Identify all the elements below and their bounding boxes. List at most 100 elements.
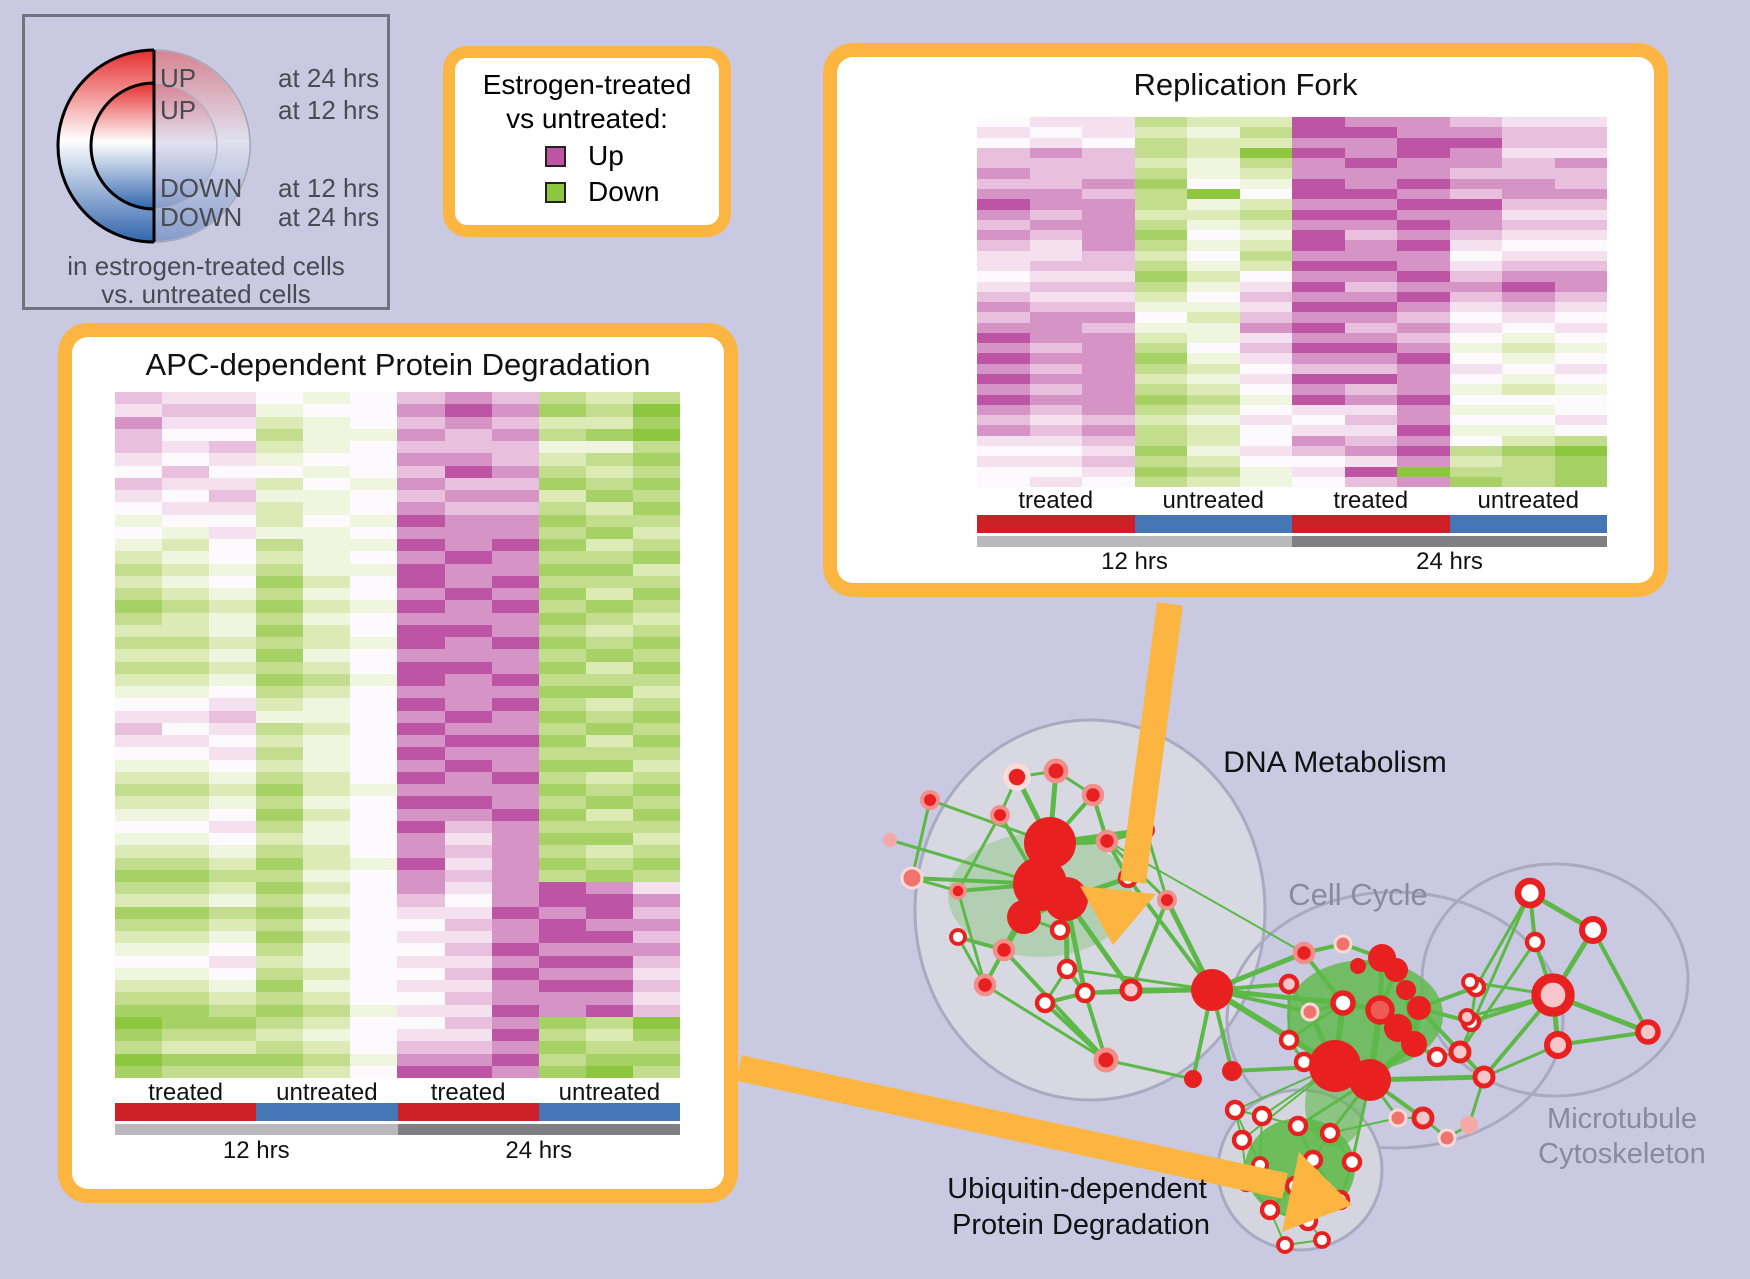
heatmap-cell [491,759,539,772]
heatmap-cell [209,502,257,515]
heatmap-cell [444,624,492,637]
heatmap-cell [1554,127,1607,138]
heatmap-cell [1397,466,1450,477]
heatmap-cell [256,1041,304,1054]
heatmap-cell [303,1053,351,1066]
heatmap-cell [162,502,210,515]
heatmap-cell [1397,332,1450,344]
heatmap-cell [256,882,304,895]
heatmap-cell [977,476,1030,488]
heatmap-cell [977,404,1030,416]
heatmap-cell [1292,219,1345,231]
heatmap-cell [585,637,633,650]
heatmap-cell [538,931,586,944]
heatmap-cell [1344,127,1397,138]
heatmap-cell [632,563,680,576]
heatmap-cell [397,1065,445,1078]
heatmap-cell [256,465,304,478]
heatmap-cell [397,1053,445,1066]
heatmap-cell [585,931,633,944]
heatmap-cell [632,686,680,699]
heatmap-cell [350,698,398,711]
up-color-swatch [545,145,566,167]
heatmap-cell [350,955,398,968]
heatmap-cell [397,686,445,699]
heatmap-cell [585,808,633,821]
heatmap-cell [491,1029,539,1042]
time-bar-segment [977,536,1292,547]
heatmap-row [977,240,1607,251]
heatmap-cell [209,1041,257,1054]
heatmap-cell [1134,250,1187,261]
legend-footer-line2: vs. untreated cells [101,279,311,307]
heatmap-cell [1502,384,1555,395]
legend-dir-4: DOWN [160,202,242,232]
time-bar-segment [397,1124,680,1135]
heatmap-cell [303,918,351,931]
heatmap-cell [491,710,539,723]
heatmap-cell [256,428,304,441]
heatmap-cell [1029,158,1082,169]
heatmap-cell [1029,363,1082,375]
heatmap-cell [1344,240,1397,251]
heatmap-cell [397,637,445,650]
heatmap-cell [115,1053,163,1066]
group-label: treated [430,1079,506,1106]
heatmap-cell [350,845,398,858]
heatmap-cell [162,747,210,760]
heatmap-cell [397,526,445,539]
heatmap-cell [632,796,680,809]
heatmap-cell [1449,178,1502,189]
heatmap-cell [977,394,1030,405]
network-node [1184,1070,1202,1088]
heatmap-cell [256,869,304,882]
heatmap-row [115,857,680,870]
heatmap-cell [977,384,1030,395]
heatmap-cell [632,661,680,674]
treatment-bar-segment [1449,515,1607,533]
group-label: untreated [1162,487,1264,514]
heatmap-cell [632,869,680,882]
heatmap-cell [1292,137,1345,148]
heatmap-row [977,158,1607,169]
heatmap-cell [1397,147,1450,159]
heatmap-cell [303,722,351,735]
heatmap-cell [632,759,680,772]
heatmap-cell [1344,435,1397,446]
network-node [973,973,997,997]
heatmap-cell [538,759,586,772]
heatmap-cell [350,416,398,429]
network-node [1330,990,1356,1016]
network-node [1460,1116,1478,1134]
heatmap-cell [350,637,398,650]
heatmap-cell [444,526,492,539]
heatmap-cell [1239,343,1292,354]
heatmap-cell [444,649,492,662]
heatmap-cell [256,563,304,576]
heatmap-cell [1134,230,1187,241]
heatmap-cell [397,918,445,931]
heatmap-cell [491,502,539,515]
heatmap-cell [1134,343,1187,354]
heatmap-cell [1344,384,1397,395]
heatmap-cell [977,374,1030,385]
heatmap-cell [444,392,492,405]
heatmap-cell [303,514,351,527]
heatmap-cell [162,1016,210,1029]
heatmap-cell [1187,147,1240,159]
network-node [1287,1115,1309,1137]
heatmap-cell [1449,446,1502,457]
heatmap-cell [491,428,539,441]
heatmap-cell [397,404,445,417]
heatmap-cell [350,735,398,748]
heatmap-cell [303,673,351,686]
heatmap-cell [1397,230,1450,241]
heatmap-cell [303,1041,351,1054]
heatmap-cell [256,637,304,650]
heatmap-cell [1502,178,1555,189]
heatmap-cell [1029,322,1082,333]
heatmap-cell [977,117,1030,128]
color-legend-title-line1: Estrogen-treated [482,69,692,100]
heatmap-cell [977,291,1030,303]
heatmap-cell [1502,302,1555,313]
